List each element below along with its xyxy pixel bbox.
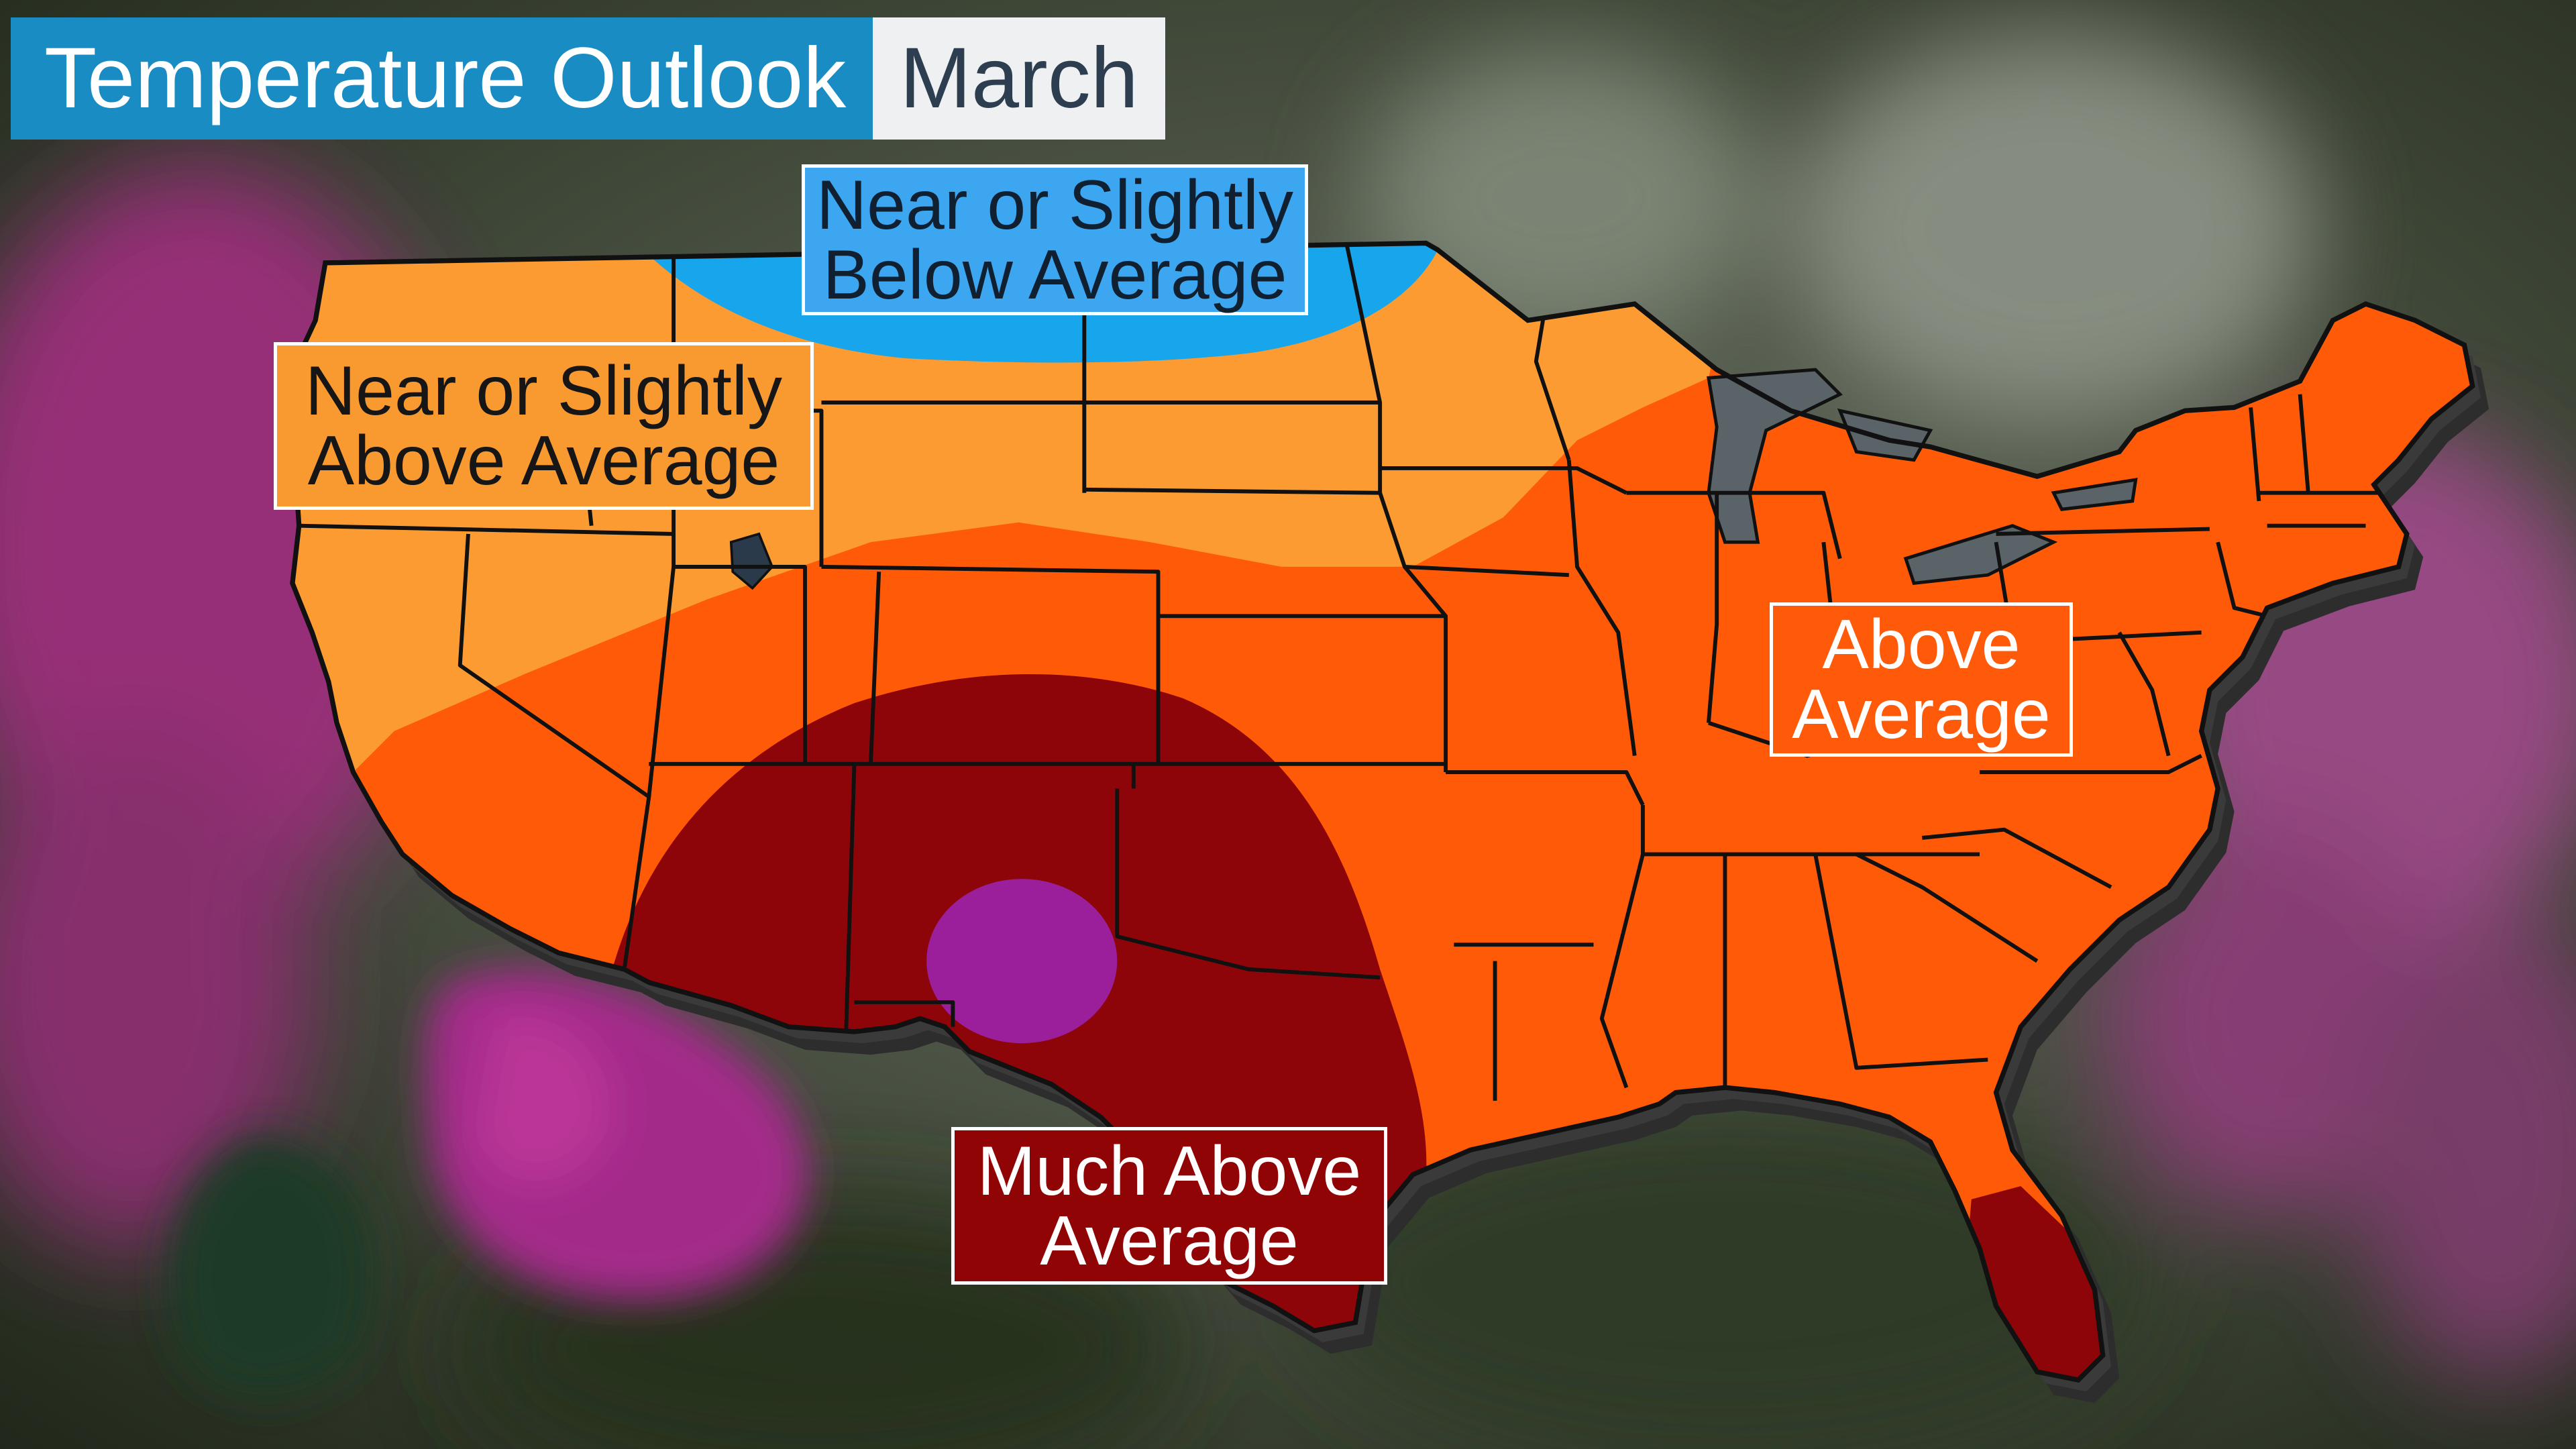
region-purple-core (926, 879, 1118, 1044)
label-much-above-average: Much Above Average (951, 1127, 1387, 1285)
label-near-slightly-below-average: Near or Slightly Below Average (802, 164, 1308, 315)
label-above-average: Above Average (1770, 602, 2073, 757)
label-near-slightly-above-average: Near or Slightly Above Average (274, 342, 814, 510)
label-line-1: Near or Slightly (816, 166, 1293, 244)
label-line-1: Much Above (977, 1132, 1362, 1210)
label-line-1: Above (1822, 606, 2021, 684)
label-line-2: Above Average (307, 422, 780, 500)
label-line-2: Below Average (822, 235, 1287, 314)
label-line-1: Near or Slightly (305, 352, 782, 430)
great-lakes (1707, 368, 1843, 544)
outlook-title: Temperature Outlook (11, 17, 873, 140)
month-label: March (873, 17, 1165, 140)
label-line-2: Average (1040, 1201, 1299, 1280)
label-line-2: Average (1792, 676, 2051, 753)
title-bar: Temperature Outlook March (11, 17, 1165, 140)
